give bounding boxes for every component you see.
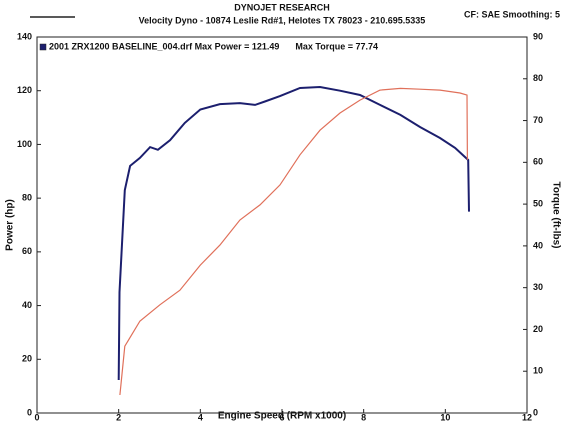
x-tick-label: 8 (361, 412, 366, 422)
legend-swatch (39, 43, 47, 51)
x-tick-label: 0 (34, 412, 39, 422)
corner-note: CF: SAE Smoothing: 5 (464, 9, 560, 19)
legend-label: 2001 ZRX1200 BASELINE_004.drf Max Power … (49, 41, 279, 51)
y2-tick-label: 30 (533, 282, 543, 292)
chart-subtitle: Velocity Dyno - 10874 Leslie Rd#1, Helot… (139, 15, 426, 25)
x-tick-label: 12 (522, 412, 532, 422)
y-tick-label: 20 (22, 354, 32, 364)
y2-tick-label: 40 (533, 240, 543, 250)
y-tick-label: 40 (22, 300, 32, 310)
y2-tick-label: 0 (533, 407, 538, 417)
x-tick-label: 2 (116, 412, 121, 422)
plot-frame (36, 36, 528, 414)
y-axis-label: Power (hp) (5, 199, 16, 251)
y-tick-label: 120 (17, 85, 32, 95)
y-tick-label: 60 (22, 246, 32, 256)
x-tick-label: 4 (198, 412, 203, 422)
x-axis-label: Engine Speed (RPM x1000) (218, 411, 346, 422)
y-tick-label: 80 (22, 193, 32, 203)
y2-tick-label: 50 (533, 198, 543, 208)
chart-title: DYNOJET RESEARCH (234, 2, 330, 12)
y-tick-label: 0 (27, 407, 32, 417)
series-line (119, 87, 468, 396)
y2-tick-label: 90 (533, 31, 543, 41)
y2-tick-label: 20 (533, 324, 543, 334)
y2-tick-label: 70 (533, 115, 543, 125)
y2-axis-label: Torque (ft-lbs) (550, 181, 561, 248)
y-tick-label: 100 (17, 139, 32, 149)
legend-label: Max Torque = 77.74 (295, 41, 378, 51)
y2-tick-label: 60 (533, 157, 543, 167)
series-line (117, 85, 470, 381)
x-tick-label: 6 (279, 412, 284, 422)
y2-tick-label: 80 (533, 73, 543, 83)
y-tick-label: 140 (17, 31, 32, 41)
x-tick-label: 10 (440, 412, 450, 422)
y2-tick-label: 10 (533, 366, 543, 376)
